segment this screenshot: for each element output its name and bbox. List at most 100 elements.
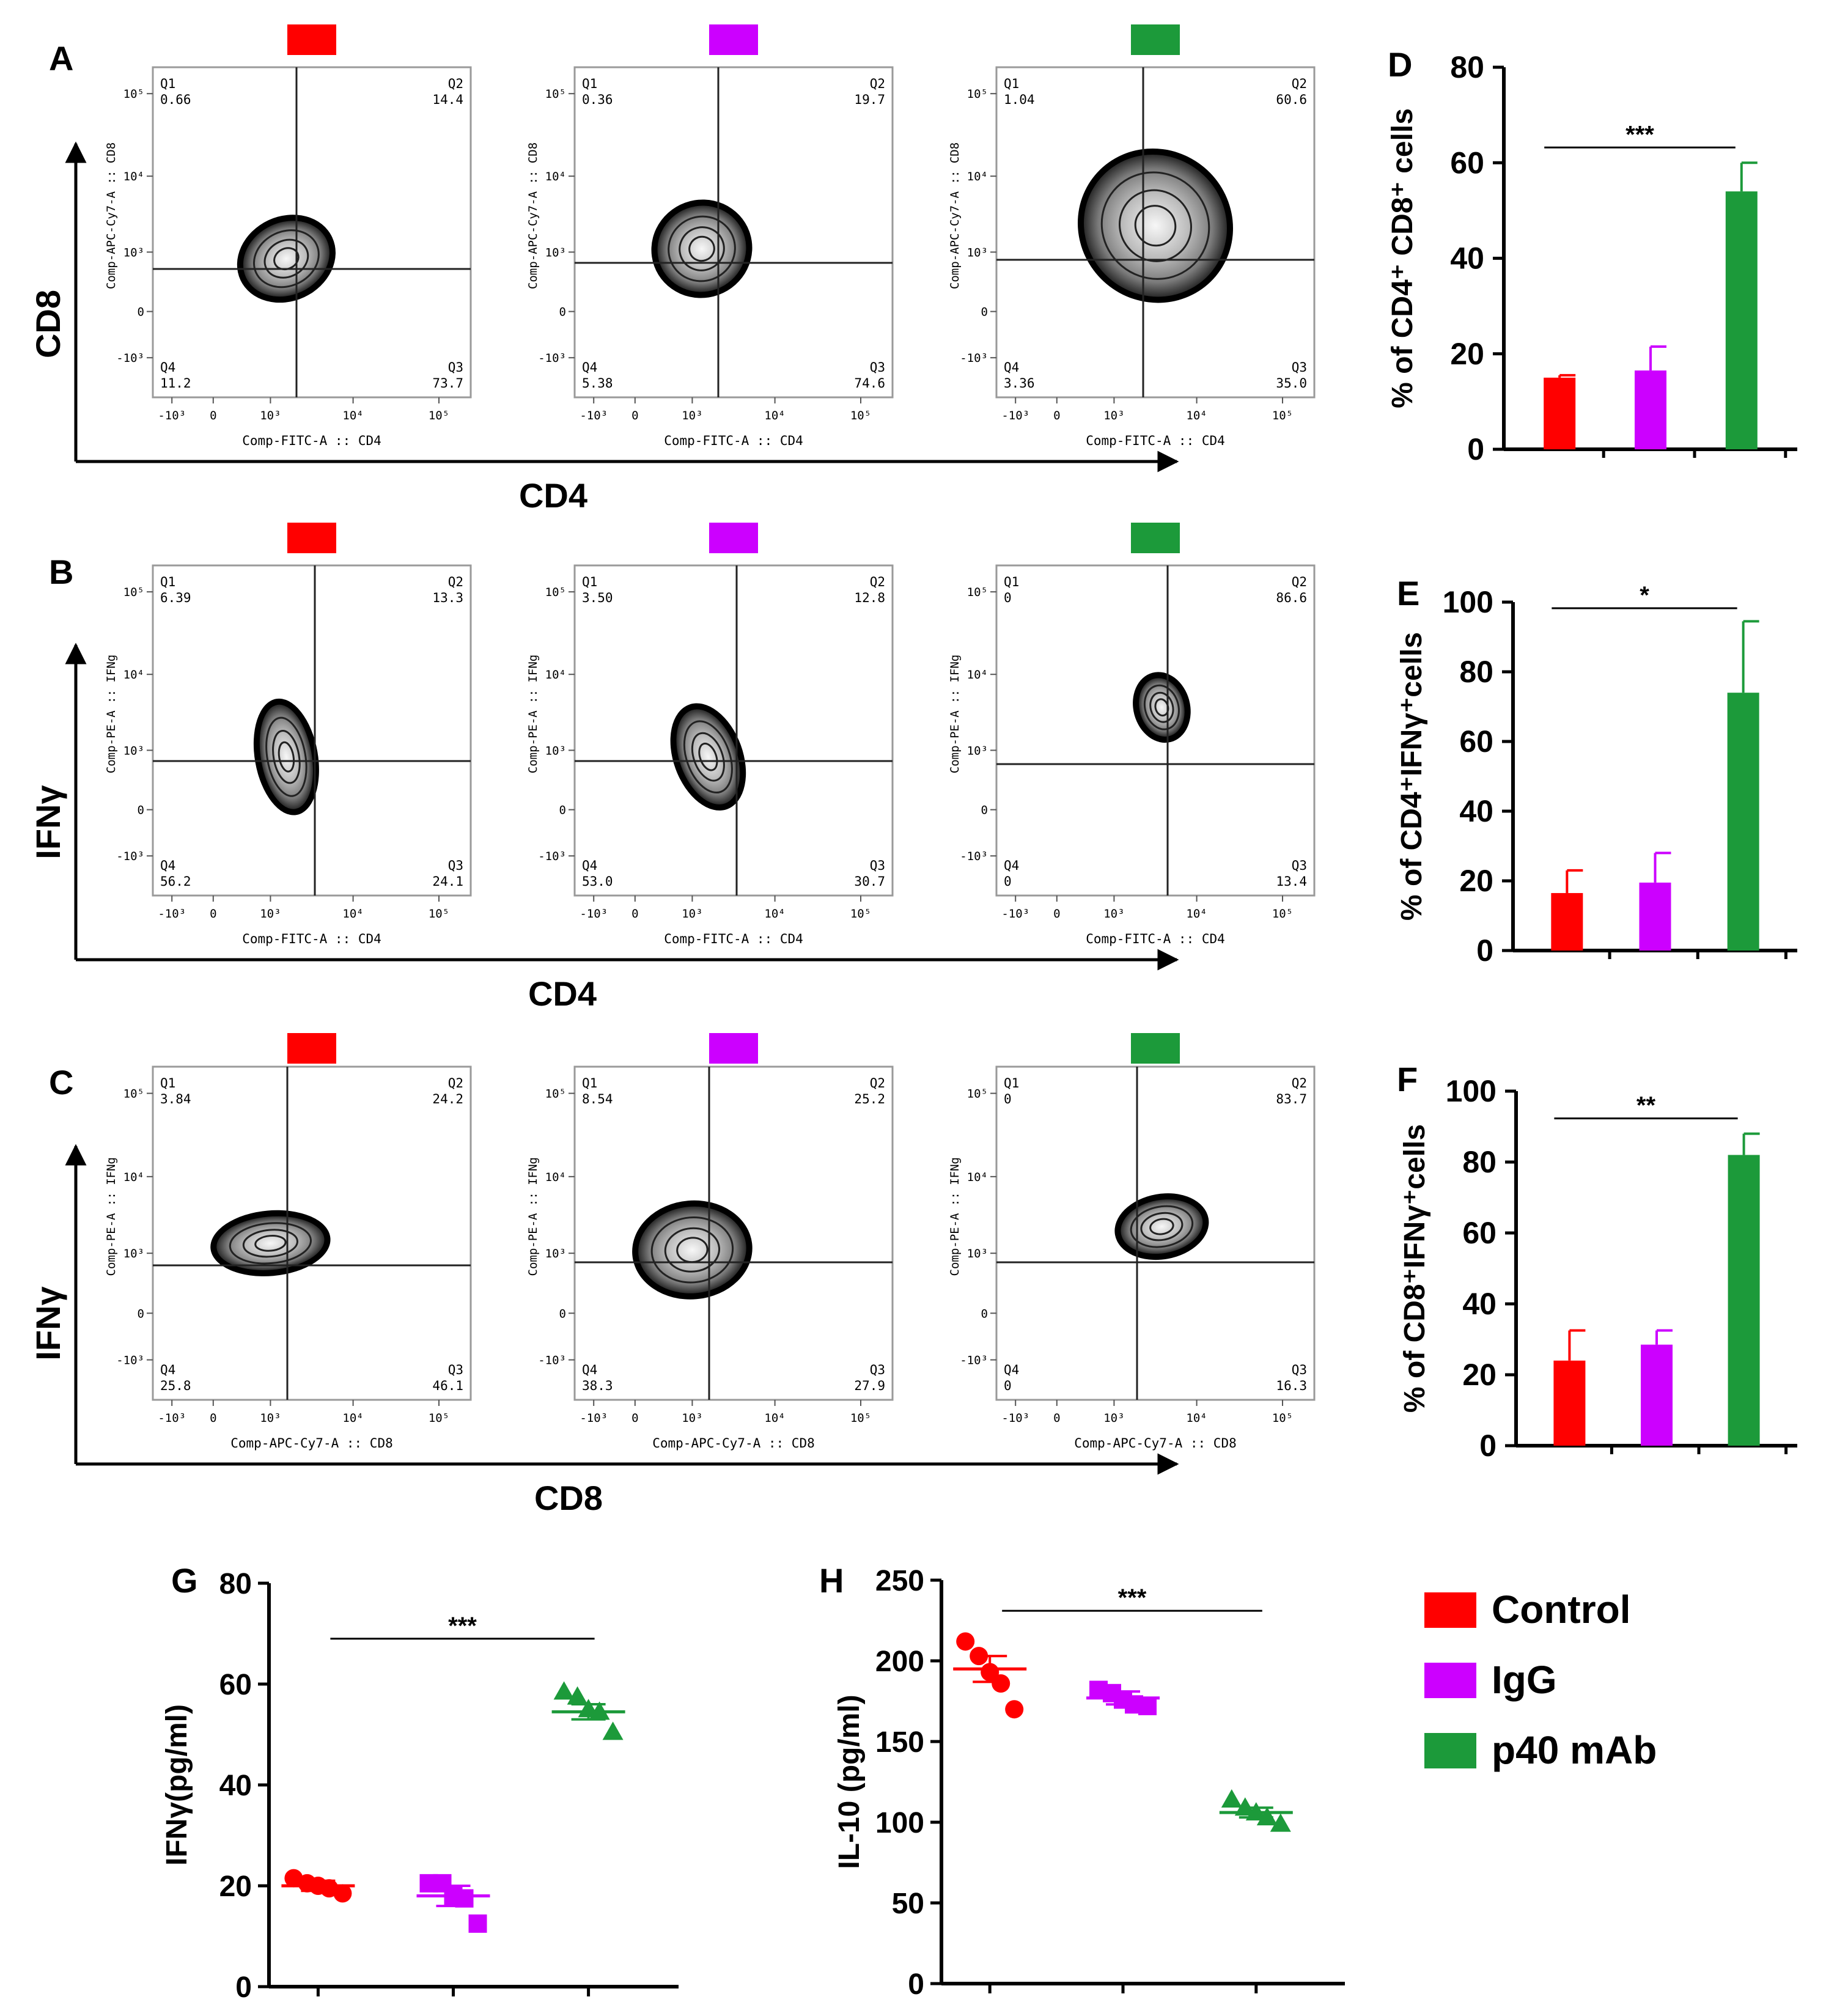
chart-h: H 0 50 100 150 200 250 IL-10 (pg/ml) *** (819, 1561, 1345, 2001)
q1-label: Q1 (160, 76, 175, 91)
bar-igg (1641, 1344, 1673, 1446)
q3-value: 73.7 (432, 376, 463, 391)
point-control (956, 1632, 975, 1651)
q3-label: Q3 (1292, 1363, 1307, 1377)
x-tick-label-2: 10³ (260, 409, 281, 422)
x-tick-label-1: 0 (631, 409, 638, 422)
x-channel-label: Comp-FITC-A :: CD4 (242, 433, 381, 448)
q1-label: Q1 (582, 575, 597, 589)
q1-value: 0 (1004, 590, 1012, 605)
y-tick-label-0: 10⁵ (967, 1087, 988, 1101)
q3-label: Q3 (448, 858, 463, 873)
q4-value: 56.2 (160, 874, 191, 889)
q3-label: Q3 (448, 1363, 463, 1377)
point-control (1005, 1700, 1024, 1719)
bar-p40 (1728, 1155, 1760, 1446)
x-tick-label-4: 10⁵ (850, 907, 871, 921)
q2-value: 14.4 (432, 92, 463, 107)
q4-label: Q4 (160, 360, 175, 375)
q3-label: Q3 (870, 858, 885, 873)
point-p40 (602, 1721, 624, 1740)
x-tick-label-1: 0 (631, 1411, 638, 1425)
y-tick-label-2: 40 (1462, 1287, 1497, 1321)
x-tick-label-2: 10³ (682, 907, 702, 921)
x-tick-label-4: 10⁵ (850, 409, 871, 422)
panel-label-e: E (1397, 574, 1419, 613)
q1-label: Q1 (1004, 1076, 1019, 1091)
y-axis-title: IL-10 (pg/ml) (833, 1694, 866, 1869)
legend-label-control: Control (1492, 1587, 1631, 1632)
y-tick-label-1: 10⁴ (545, 170, 566, 183)
x-tick-label-0: -10³ (1001, 1411, 1029, 1425)
y-tick-label-3: 60 (1450, 145, 1484, 180)
plot-frame (152, 564, 472, 897)
q2-value: 25.2 (854, 1092, 885, 1106)
x-tick-label-2: 10³ (1103, 409, 1124, 422)
contour-fill (638, 1206, 746, 1293)
group-swatch-p40 (1131, 1033, 1180, 1064)
x-tick-label-1: 0 (1053, 1411, 1060, 1425)
bar-igg (1639, 882, 1671, 951)
y-tick-label-4: -10³ (538, 351, 566, 365)
q1-label: Q1 (160, 575, 175, 589)
y-tick-label-1: 10⁴ (545, 668, 566, 682)
x-tick-label-3: 10⁴ (1186, 1411, 1207, 1425)
y-tick-label-1: 20 (1450, 337, 1484, 371)
panel-label-g: G (171, 1561, 198, 1600)
q4-label: Q4 (160, 858, 175, 873)
y-tick-label-3: 0 (559, 1307, 566, 1320)
y-tick-label-4: 80 (1459, 655, 1493, 689)
y-tick-label-2: 100 (875, 1807, 924, 1839)
panel-label-f: F (1397, 1060, 1418, 1098)
q2-label: Q2 (1292, 76, 1307, 91)
x-tick-label-0: -10³ (1001, 907, 1029, 921)
x-tick-label-0: -10³ (580, 1411, 608, 1425)
q2-label: Q2 (870, 1076, 885, 1091)
q1-value: 6.39 (160, 590, 191, 605)
q4-value: 3.36 (1004, 376, 1035, 391)
q2-label: Q2 (1292, 575, 1307, 589)
row-a-x-title: CD4 (519, 476, 587, 515)
q2-label: Q2 (448, 76, 463, 91)
y-tick-label-3: 0 (559, 306, 566, 319)
legend-swatch-control (1424, 1592, 1476, 1628)
contour-line-2 (679, 226, 725, 271)
q3-value: 27.9 (854, 1378, 885, 1393)
bar-igg (1635, 370, 1666, 449)
q3-value: 16.3 (1276, 1378, 1307, 1393)
bar-control (1553, 1360, 1586, 1446)
q4-value: 53.0 (582, 874, 613, 889)
x-tick-label-1: 0 (1053, 409, 1060, 422)
y-tick-label-1: 10⁴ (123, 1171, 144, 1184)
q3-label: Q3 (448, 360, 463, 375)
y-tick-label-4: -10³ (960, 850, 988, 863)
chart-f: F 0 20 40 60 80 100 % of CD8⁺IFNγ⁺cells ** (1397, 1060, 1797, 1463)
q4-label: Q4 (1004, 858, 1019, 873)
q2-label: Q2 (448, 1076, 463, 1091)
y-tick-label-4: -10³ (116, 1354, 144, 1367)
y-tick-label-3: 0 (559, 804, 566, 817)
y-tick-label-4: -10³ (960, 1354, 988, 1367)
x-tick-label-0: -10³ (158, 1411, 186, 1425)
contour-fill (259, 704, 314, 809)
y-tick-label-3: 0 (138, 306, 144, 319)
y-axis-title: % of CD4⁺ CD8⁺ cells (1386, 108, 1419, 408)
row-b-x-title: CD4 (528, 974, 597, 1013)
q4-label: Q4 (160, 1363, 175, 1377)
x-tick-label-1: 0 (210, 409, 216, 422)
x-tick-label-0: -10³ (580, 409, 608, 422)
q1-label: Q1 (1004, 76, 1019, 91)
x-tick-label-3: 10⁴ (1186, 907, 1207, 921)
x-channel-label: Comp-APC-Cy7-A :: CD8 (230, 1436, 393, 1451)
y-tick-label-4: 80 (1462, 1145, 1497, 1179)
x-channel-label: Comp-APC-Cy7-A :: CD8 (1074, 1436, 1237, 1451)
x-tick-label-3: 10⁴ (764, 409, 785, 422)
group-swatch-igg (709, 24, 758, 55)
q4-value: 5.38 (582, 376, 613, 391)
y-tick-label-3: 0 (981, 804, 988, 817)
